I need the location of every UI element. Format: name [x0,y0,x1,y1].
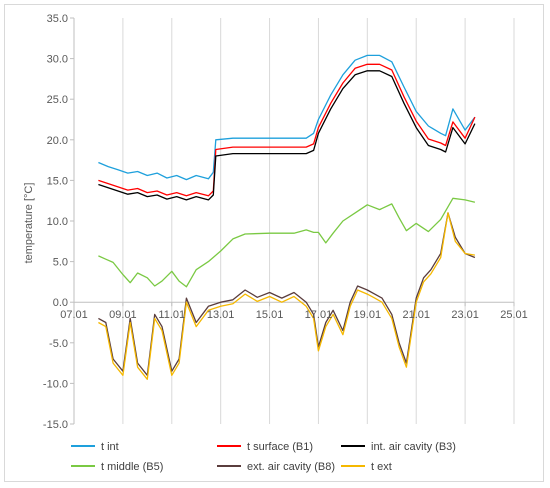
y-tick-label-4: 5.0 [53,257,68,269]
x-tick-label-8: 23.01 [451,309,479,321]
x-tick-label-1: 09.01 [109,309,137,321]
y-tick-label-9: 30.0 [47,54,68,66]
x-tick-label-3: 13.01 [207,309,235,321]
series-line-t-middle-b5 [98,197,476,288]
series-line-t-ext [98,212,476,380]
series-line-t-surface-b1 [98,63,476,197]
x-tick-label-0: 07.01 [60,309,88,321]
grid [73,18,515,424]
y-tick-label-8: 25.0 [47,94,68,106]
y-tick-label-2: -5.0 [49,338,68,350]
x-tick-label-5: 17.01 [305,309,333,321]
legend-label-ext-air-cavity-b8: ext. air cavity (B8) [247,461,335,473]
tick-labels: -15.0 -10.0 -5.0 0.0 5.0 10.0 15.0 20.0 25.0 30.0… [43,13,528,431]
y-tick-label-5: 10.0 [47,216,68,228]
x-tick-label-9: 25.01 [500,309,528,321]
series-line-int-air-cavity-b3 [98,70,476,201]
y-axis-label: temperature [°C] [23,183,35,264]
legend-label-t-middle-b5: t middle (B5) [101,461,163,473]
x-tick-label-7: 21.01 [402,309,430,321]
legend-label-t-surface-b1: t surface (B1) [247,441,313,453]
x-tick-label-6: 19.01 [354,309,382,321]
legend-label-int-air-cavity-b3: int. air cavity (B3) [371,441,456,453]
y-tick-label-7: 20.0 [47,135,68,147]
temperature-chart: -15.0 -10.0 -5.0 0.0 5.0 10.0 15.0 20.0 25.0 30.0… [23,13,528,473]
axes [70,17,515,425]
series-line-t-int [98,54,476,181]
x-tick-label-4: 15.01 [256,309,284,321]
y-tick-label-10: 35.0 [47,13,68,25]
chart-frame: -15.0 -10.0 -5.0 0.0 5.0 10.0 15.0 20.0 25.0 30.0… [4,4,544,482]
y-tick-label-0: -15.0 [43,419,68,431]
y-tick-label-1: -10.0 [43,378,68,390]
legend-label-t-ext: t ext [371,461,392,473]
legend: t int t surface (B1) int. air cavity (B3) t… [71,441,456,473]
y-tick-label-3: 0.0 [53,297,68,309]
series-lines [98,54,476,380]
series-line-ext-air-cavity-b8 [98,212,476,376]
y-tick-label-6: 15.0 [47,175,68,187]
legend-label-t-int: t int [101,441,119,453]
x-tick-label-2: 11.01 [158,309,185,321]
